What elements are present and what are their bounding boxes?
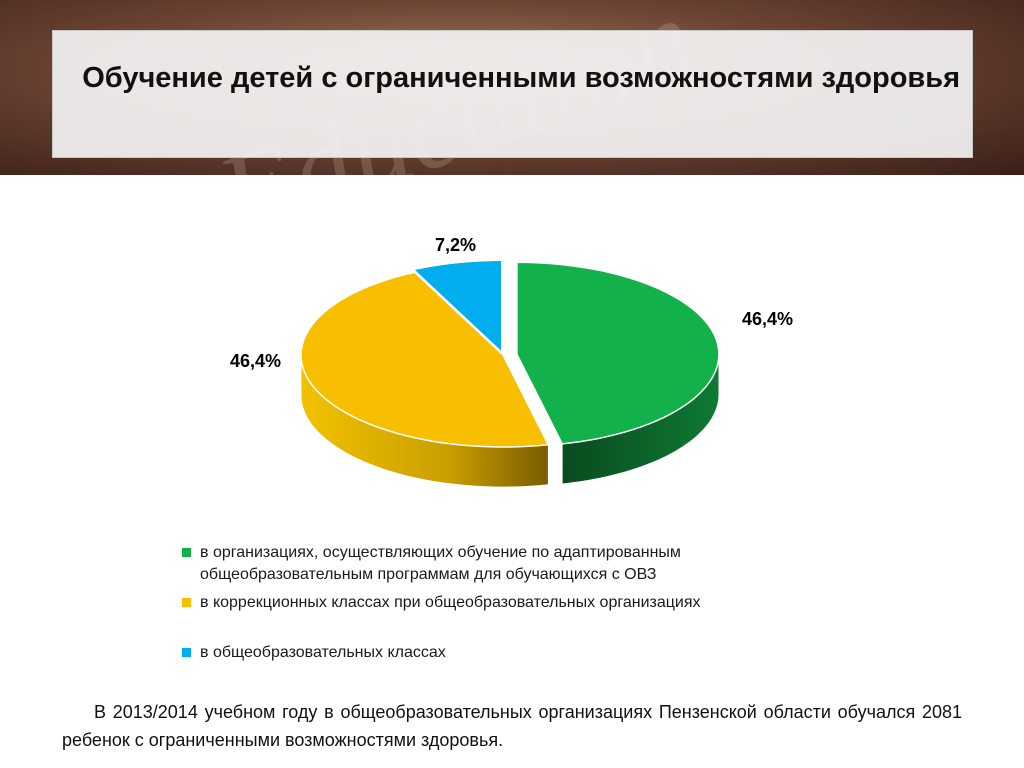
footer-note: В 2013/2014 учебном году в общеобразоват… bbox=[62, 702, 962, 750]
chart-legend: в организациях, осуществляющих обучение … bbox=[182, 542, 842, 664]
title-box: Обучение детей с ограниченными возможнос… bbox=[52, 30, 973, 158]
pie-data-label-2: 7,2% bbox=[435, 235, 476, 255]
legend-swatch-yellow bbox=[182, 598, 191, 607]
pie-slice-1 bbox=[300, 271, 550, 448]
legend-swatch-green bbox=[182, 548, 191, 557]
page-title: Обучение детей с ограниченными возможнос… bbox=[82, 62, 960, 94]
pie-chart: 46,4% 46,4% 7,2% bbox=[230, 235, 793, 488]
legend-label: в организациях, осуществляющих обучение … bbox=[200, 544, 681, 583]
legend-label: в общеобразовательных классах bbox=[200, 644, 446, 661]
legend-swatch-blue bbox=[182, 648, 191, 657]
pie-data-label-1: 46,4% bbox=[230, 351, 281, 371]
pie-slice-2 bbox=[411, 259, 503, 355]
pie-slice-0 bbox=[516, 261, 720, 445]
legend-label: в коррекционных классах при общеобразова… bbox=[200, 594, 701, 611]
legend-item-general-classes: в общеобразовательных классах bbox=[182, 642, 842, 664]
legend-item-correctional-classes: в коррекционных классах при общеобразова… bbox=[182, 592, 842, 614]
pie-data-label-0: 46,4% bbox=[742, 309, 793, 329]
legend-item-adapted-programs: в организациях, осуществляющих обучение … bbox=[182, 542, 842, 586]
header-banner: Education Обучение детей с ограниченными… bbox=[0, 0, 1024, 175]
